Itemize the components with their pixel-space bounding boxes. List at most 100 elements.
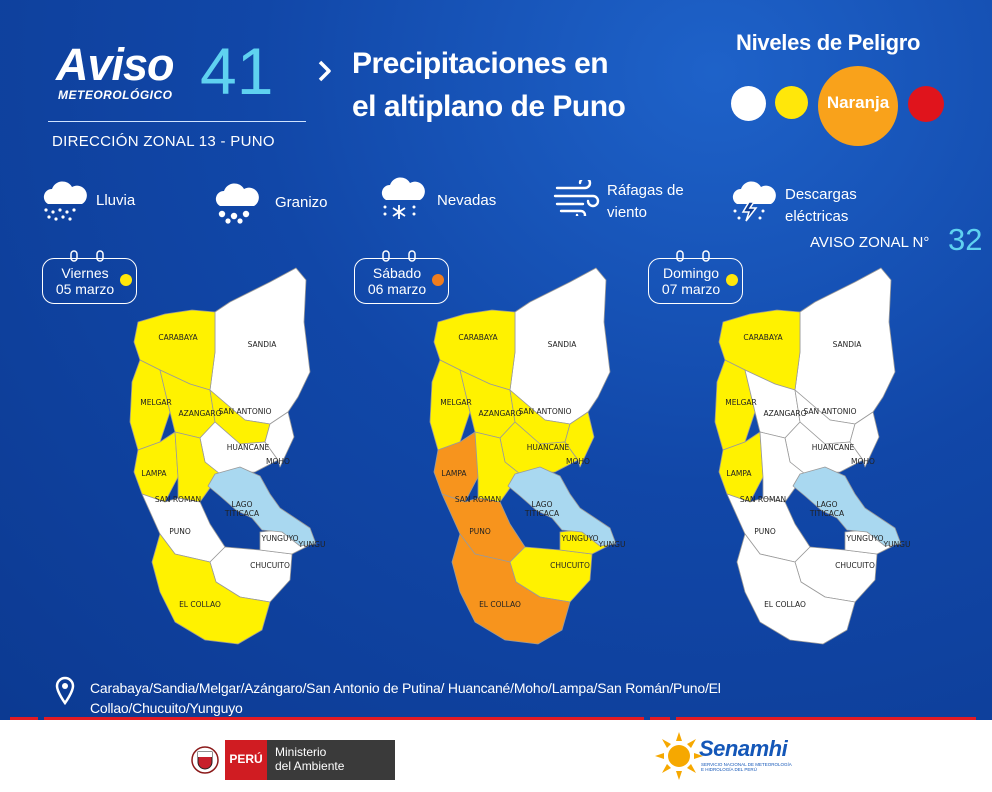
map-label-moho: MOHO: [851, 457, 875, 466]
locations-list: Carabaya/Sandia/Melgar/Azángaro/San Anto…: [90, 680, 721, 716]
aviso-subtitle: METEOROLÓGICO: [58, 88, 173, 102]
footer-divider: [10, 717, 982, 720]
title-line-1: Precipitaciones en: [352, 47, 609, 80]
day-level-dot: [726, 274, 738, 286]
aviso-zonal-label: AVISO ZONAL N°: [810, 234, 930, 251]
map-label-chucuito: CHUCUITO: [550, 561, 590, 570]
thunder-cloud-icon: [732, 181, 776, 222]
day-date: 05 marzo: [55, 281, 115, 297]
region-el-collao: [451, 533, 571, 645]
day-date: 07 marzo: [661, 281, 721, 297]
ministerio-label: Ministerio del Ambiente: [275, 745, 344, 773]
snow-cloud-icon: [381, 177, 425, 219]
rain-cloud-icon: [43, 181, 87, 221]
wind-gust-icon: [553, 180, 600, 216]
map-label-azangaro: AZANGARO: [763, 409, 806, 418]
chevron-right-icon: [318, 60, 331, 82]
sun-logo-icon: [655, 732, 703, 780]
map-label-chucuito: CHUCUITO: [250, 561, 290, 570]
map-label-puno: PUNO: [469, 527, 491, 536]
day-name: Domingo: [662, 265, 720, 281]
puno-map-day-1: CARABAYA SANDIA MELGAR AZANGARO SAN ANTO…: [120, 262, 350, 657]
region-moho: [564, 411, 595, 468]
map-label-melgar: MELGAR: [140, 398, 172, 407]
senamhi-sub-line-2: E HIDROLOGÍA DEL PERÚ: [701, 767, 757, 772]
map-label-yungu: YUNGU: [883, 540, 911, 549]
map-label-sandia: SANDIA: [548, 340, 578, 349]
map-label-el-collao: EL COLLAO: [764, 600, 806, 609]
date-badge-3: Domingo 07 marzo: [648, 250, 743, 304]
map-label-san-roman: SAN ROMAN: [155, 495, 201, 504]
region-lampa: [433, 431, 479, 503]
map-label-el-collao: EL COLLAO: [479, 600, 521, 609]
map-label-moho: MOHO: [566, 457, 590, 466]
date-text: Viernes 05 marzo: [43, 265, 127, 297]
map-label-lampa: LAMPA: [726, 469, 752, 478]
map-label-huancane: HUANCANE: [227, 443, 270, 452]
phenomenon-label-granizo: Granizo: [275, 194, 328, 211]
map-label-lampa: LAMPA: [141, 469, 167, 478]
ministerio-line-2: del Ambiente: [275, 759, 345, 773]
map-label-yungu: YUNGU: [598, 540, 626, 549]
header-divider: [48, 121, 306, 122]
map-label-carabaya: CARABAYA: [458, 333, 498, 342]
senamhi-sub-line-1: SERVICIO NACIONAL DE METEOROLOGÍA: [701, 762, 792, 767]
map-label-el-collao: EL COLLAO: [179, 600, 221, 609]
aviso-zonal-number: 32: [948, 222, 983, 257]
date-badge-1: Viernes 05 marzo: [42, 250, 137, 304]
region-moho: [264, 411, 295, 468]
region-lake: [792, 466, 902, 547]
level-white-dot: [731, 86, 766, 121]
map-label-sandia: SANDIA: [248, 340, 278, 349]
title-line-2: el altiplano de Puno: [352, 90, 626, 123]
aviso-number: 41: [200, 34, 274, 108]
map-label-san-roman: SAN ROMAN: [740, 495, 786, 504]
zona-label: DIRECCIÓN ZONAL 13 - PUNO: [52, 133, 275, 150]
senamhi-name: Senamhi: [699, 736, 788, 761]
map-label-san-antonio: SAN ANTONIO: [519, 407, 572, 416]
map-label-puno: PUNO: [754, 527, 776, 536]
map-label-melgar: MELGAR: [725, 398, 757, 407]
map-label-carabaya: CARABAYA: [158, 333, 198, 342]
date-text: Sábado 06 marzo: [355, 265, 439, 297]
senamhi-subtitle: SERVICIO NACIONAL DE METEOROLOGÍA E HIDR…: [701, 762, 792, 772]
region-lampa: [718, 431, 764, 503]
region-lake: [207, 466, 317, 547]
level-yellow-dot: [775, 86, 808, 119]
active-level-label: Naranja: [826, 93, 890, 112]
map-label-huancane: HUANCANE: [527, 443, 570, 452]
danger-levels-title: Niveles de Peligro: [736, 30, 921, 55]
map-label-azangaro: AZANGARO: [178, 409, 221, 418]
map-label-moho: MOHO: [266, 457, 290, 466]
region-lake: [507, 466, 617, 547]
day-name: Viernes: [61, 265, 109, 281]
peru-shield-icon: [191, 746, 219, 774]
phenomenon-label-rafagas: Ráfagas de viento: [607, 182, 684, 221]
page-title: Precipitaciones en el altiplano de Puno: [352, 42, 626, 128]
map-label-yunguyo: YUNGUYO: [845, 534, 883, 543]
senamhi-logo: Senamhi SERVICIO NACIONAL DE METEOROLOGÍ…: [655, 730, 792, 787]
day-level-dot: [120, 274, 132, 286]
map-label-san-antonio: SAN ANTONIO: [804, 407, 857, 416]
map-label-azangaro: AZANGARO: [478, 409, 521, 418]
map-label-san-antonio: SAN ANTONIO: [219, 407, 272, 416]
level-red-dot: [908, 86, 944, 122]
calendar-rings-icon: [70, 250, 104, 262]
map-label-sandia: SANDIA: [833, 340, 863, 349]
region-lampa: [133, 431, 179, 503]
map-label-lago: LAGO TITICACA: [224, 500, 260, 518]
region-el-collao: [151, 533, 271, 645]
peru-label: PERÚ: [229, 752, 263, 766]
map-label-yungu: YUNGU: [298, 540, 326, 549]
map-label-san-roman: SAN ROMAN: [455, 495, 501, 504]
day-level-dot: [432, 274, 444, 286]
peru-minam-logo: PERÚ Ministerio del Ambiente: [189, 738, 395, 787]
hail-cloud-icon: [215, 183, 259, 224]
puno-map-day-3: CARABAYA SANDIA MELGAR AZANGARO SAN ANTO…: [705, 262, 935, 657]
date-badge-2: Sábado 06 marzo: [354, 250, 449, 304]
map-label-puno: PUNO: [169, 527, 191, 536]
map-label-yunguyo: YUNGUYO: [260, 534, 298, 543]
aviso-word: Aviso: [56, 39, 175, 90]
phenomenon-label-lluvia: Lluvia: [96, 192, 136, 209]
